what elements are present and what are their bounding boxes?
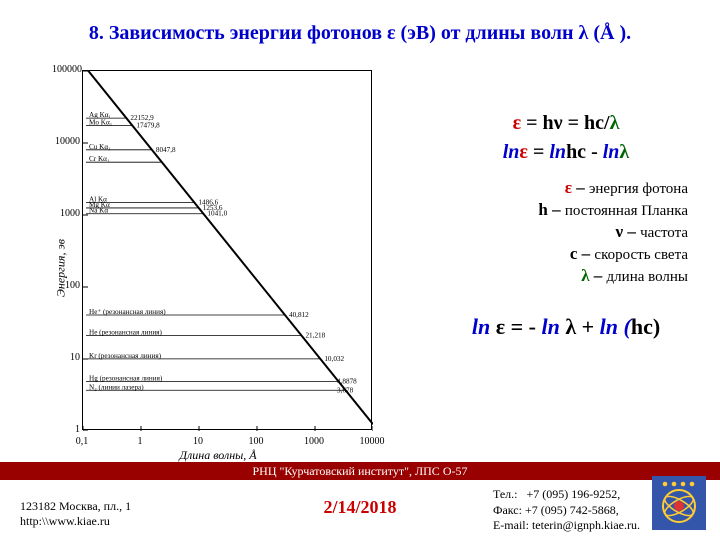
ytick: 10000 [52,136,80,147]
svg-text:8047,8: 8047,8 [156,146,176,154]
svg-text:Hg (резонансная линия): Hg (резонансная линия) [89,374,163,382]
ytick: 1000 [52,208,80,219]
formula-1: ε = hν = hc/λ [436,112,696,135]
chart: Энергия, эв Ag Kα₁22152,9Mo Kα₁17479,8Cu… [38,70,398,465]
ytick: 100000 [52,64,80,75]
formula-def: ε – энергия фотона [436,178,696,198]
chart-plot: Ag Kα₁22152,9Mo Kα₁17479,8Cu Kα₁8047,8Cr… [82,70,372,430]
chart-svg: Ag Kα₁22152,9Mo Kα₁17479,8Cu Kα₁8047,8Cr… [83,71,373,431]
svg-text:10,032: 10,032 [324,355,344,363]
ytick: 10 [52,352,80,363]
svg-text:40,812: 40,812 [289,311,309,319]
institute-logo-icon [652,476,706,530]
footer-contact: Тел.: +7 (095) 196-9252, Факс: +7 (095) … [493,487,640,534]
formula-def: h – постоянная Планка [436,200,696,220]
formula-panel: ε = hν = hc/λ lnε = lnhc - lnλ ε – энерг… [436,112,696,346]
formula-def: c – скорость света [436,244,696,264]
chart-xlabel: Длина волны, Å [38,448,398,463]
ytick: 100 [52,280,80,291]
xtick: 100 [236,436,276,447]
xtick: 1 [120,436,160,447]
svg-text:Mo Kα₁: Mo Kα₁ [89,119,113,127]
formula-def: ν – частота [436,222,696,242]
slide-title: 8. Зависимость энергии фотонов ε (эВ) от… [0,22,720,45]
xtick: 10000 [352,436,392,447]
svg-text:He⁺ (резонансная линия): He⁺ (резонансная линия) [89,308,166,316]
svg-text:Cr Kα₁: Cr Kα₁ [89,155,110,163]
svg-text:Cu Kα₁: Cu Kα₁ [89,143,111,151]
footer-bar: РНЦ "Курчатовский институт", ЛПС О-57 [0,462,720,480]
ytick: 1 [52,424,80,435]
xtick: 1000 [294,436,334,447]
svg-text:4,8878: 4,8878 [337,377,357,385]
svg-text:N₂ (линии лазера): N₂ (линии лазера) [89,383,144,391]
svg-text:Kr (резонансная линия): Kr (резонансная линия) [89,352,162,360]
svg-text:1041,0: 1041,0 [207,210,227,218]
formula-def: λ – длина волны [436,266,696,286]
xtick: 0,1 [62,436,102,447]
svg-text:3,678: 3,678 [337,386,354,394]
svg-text:21,218: 21,218 [305,331,325,339]
svg-text:Na Kα: Na Kα [89,207,108,215]
formula-2: lnε = lnhc - lnλ [436,141,696,164]
svg-text:17479,8: 17479,8 [136,122,160,130]
formula-3: ln ε = - ln λ + ln (hc) [436,314,696,340]
svg-text:He (резонансная линия): He (резонансная линия) [89,328,162,336]
xtick: 10 [178,436,218,447]
